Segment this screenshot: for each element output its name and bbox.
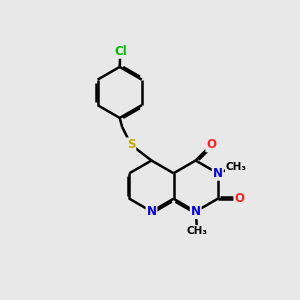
Text: CH₃: CH₃ (226, 162, 247, 172)
Text: O: O (234, 192, 244, 205)
Text: N: N (191, 205, 201, 218)
Text: N: N (146, 205, 157, 218)
Text: O: O (206, 138, 216, 152)
Text: CH₃: CH₃ (187, 226, 208, 236)
Text: S: S (127, 138, 135, 152)
Text: Cl: Cl (114, 45, 127, 58)
Text: N: N (213, 167, 223, 180)
